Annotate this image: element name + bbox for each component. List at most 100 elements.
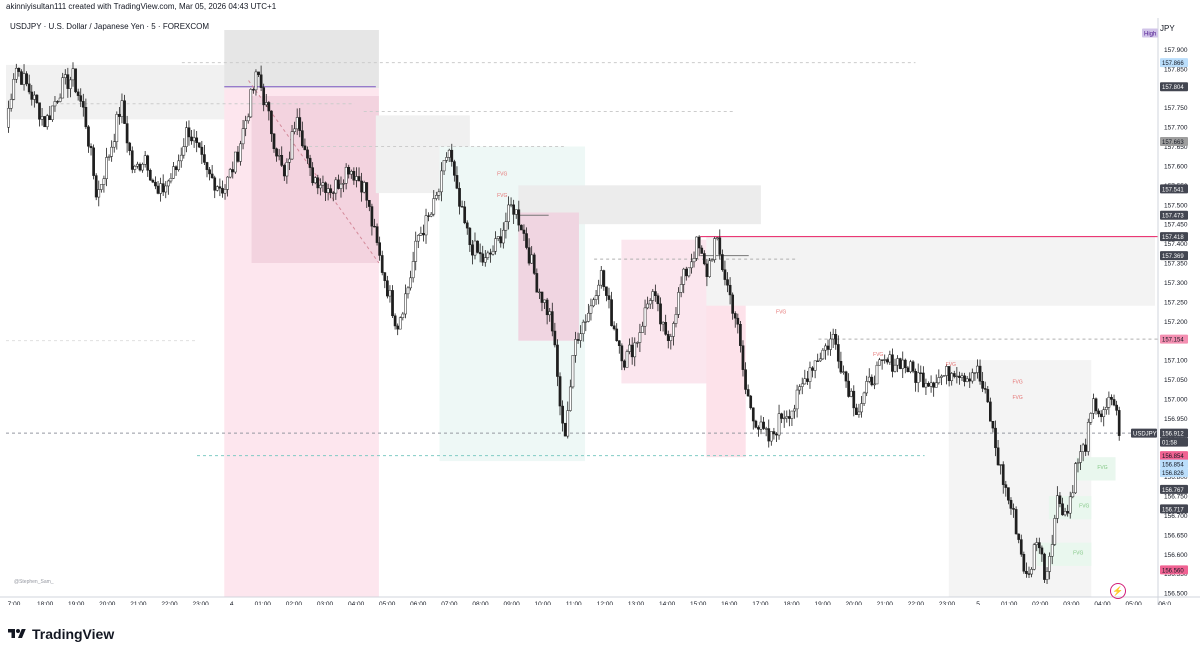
candle-body [553, 330, 557, 346]
candle-body [445, 157, 448, 161]
candle-body [643, 307, 647, 327]
candle-body [749, 395, 753, 409]
lightning-icon[interactable]: ⚡ [1110, 583, 1126, 599]
candle-body [226, 176, 229, 190]
x-tick-label: 10:00 [535, 601, 552, 605]
candle-body [999, 464, 1003, 466]
candle-body [713, 238, 716, 260]
y-tick-label: 156.550 [1164, 571, 1188, 578]
candle-body [901, 359, 905, 369]
candle-body [605, 286, 608, 296]
candle-body [267, 102, 271, 112]
candle-body [888, 354, 892, 363]
candle-body [808, 367, 812, 382]
candle-body [855, 407, 858, 415]
candle-body [92, 147, 95, 176]
fvg-tag: FVG [873, 352, 883, 358]
candle-body [654, 291, 657, 296]
price-label-text: 156.826 [1162, 471, 1184, 477]
x-tick-label: 4 [230, 601, 234, 605]
candle-body [847, 380, 850, 397]
candle-body [473, 240, 477, 256]
candle-body [22, 73, 26, 85]
candle-body [824, 345, 827, 351]
price-label-text: 156.912 [1162, 432, 1184, 438]
candle-body [298, 117, 302, 131]
candle-body [870, 376, 874, 386]
candle-body [705, 263, 709, 277]
price-label-box [1160, 451, 1188, 461]
price-label-box [1160, 468, 1188, 478]
chart-canvas[interactable]: FVG FVG FVG FVG FVG FVG FVG FVG FVG FVG 156.500 156… [0, 18, 1200, 605]
x-tick-label: 23:00 [939, 601, 956, 605]
y-tick-label: 157.000 [1164, 396, 1188, 403]
y-tick-label: 156.600 [1164, 552, 1188, 559]
candle-body [816, 360, 820, 362]
candle-body [58, 97, 62, 102]
x-tick-label: 16:00 [721, 601, 738, 605]
candle-body [831, 334, 835, 340]
candle-body [213, 177, 217, 191]
x-tick-label: 08:00 [472, 601, 489, 605]
candle-body [517, 209, 521, 226]
x-tick-label: 11:00 [566, 601, 582, 605]
candle-body [17, 67, 21, 72]
candle-body [641, 325, 644, 333]
price-chart[interactable]: FVG FVG FVG FVG FVG FVG FVG FVG FVG FVG 156.500 156… [0, 18, 1200, 605]
symbol-title[interactable]: USDJPY · U.S. Dollar / Japanese Yen · 5 … [10, 22, 210, 31]
candle-body [697, 236, 701, 249]
candle-body [499, 236, 503, 244]
candle-body [594, 295, 598, 300]
candle-body [319, 184, 322, 189]
candle-body [731, 294, 735, 314]
candle-body [638, 332, 642, 343]
candle-body [579, 333, 582, 341]
candle-body [197, 142, 201, 148]
candle-body [185, 127, 188, 147]
x-tick-label: 7:00 [8, 601, 21, 605]
candle-body [53, 101, 57, 107]
candle-body [550, 311, 554, 332]
candle-body [955, 375, 959, 378]
candle-body [367, 200, 371, 207]
candle-body [829, 338, 832, 350]
candle-body [14, 67, 18, 80]
candle-body [708, 260, 711, 277]
zone-box [518, 212, 579, 341]
candle-body [1037, 542, 1041, 549]
candle-body [465, 222, 469, 229]
candle-body [74, 68, 77, 93]
price-label-text: 156.560 [1162, 568, 1184, 574]
candle-body [311, 167, 314, 184]
candle-body [190, 136, 193, 142]
candle-body [1012, 508, 1015, 510]
y-tick-label: 157.050 [1164, 377, 1188, 384]
candle-body [257, 71, 260, 75]
currency-label: JPY [1160, 24, 1175, 33]
candle-body [468, 227, 472, 246]
candle-body [911, 361, 915, 372]
candle-body [275, 148, 278, 157]
x-tick-label: 07:00 [441, 601, 458, 605]
price-label-box [1142, 28, 1158, 38]
candle-body [370, 206, 374, 227]
footer-brand[interactable]: TradingView [8, 623, 114, 645]
candle-body [849, 390, 853, 397]
candle-body [1009, 499, 1013, 509]
candle-body [718, 237, 722, 255]
candle-body [875, 364, 879, 385]
candle-body [501, 229, 505, 244]
candle-body [293, 128, 296, 132]
candle-body [929, 382, 933, 387]
candle-body [793, 408, 796, 412]
candle-body [1043, 553, 1046, 580]
candle-body [674, 314, 678, 324]
candle-body [94, 175, 98, 198]
candle-body [99, 184, 103, 190]
candle-body [252, 89, 255, 91]
candle-body [151, 179, 155, 183]
candle-body [733, 313, 737, 319]
candle-body [357, 176, 361, 182]
candle-body [684, 268, 688, 277]
candle-body [919, 372, 923, 374]
